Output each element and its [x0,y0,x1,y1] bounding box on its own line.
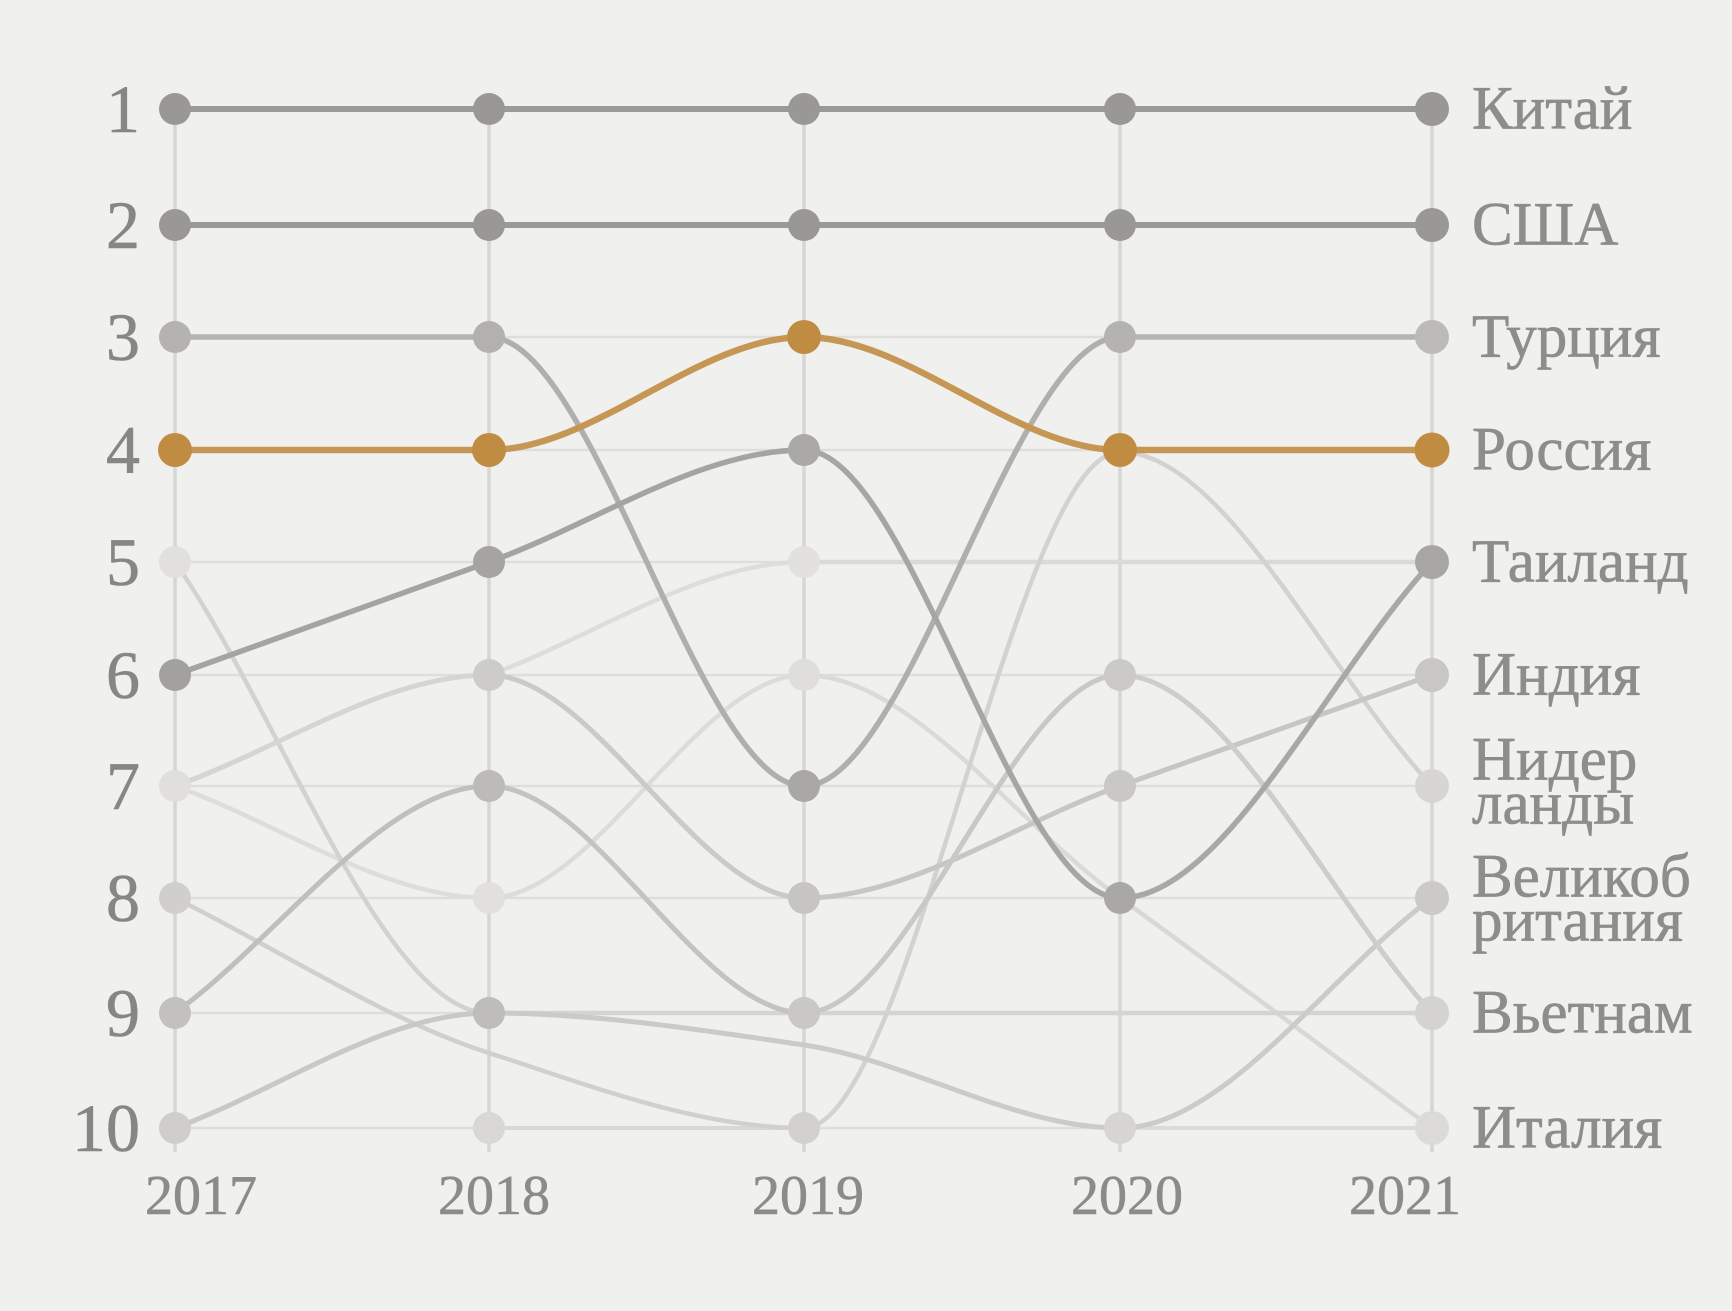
svg-text:Таиланд: Таиланд [1472,529,1689,596]
svg-text:10: 10 [72,1090,140,1166]
svg-text:Индия: Индия [1472,642,1640,709]
svg-text:Китай: Китай [1472,76,1632,143]
svg-text:Нидер: Нидер [1472,727,1637,794]
svg-text:9: 9 [106,975,140,1051]
svg-text:2020: 2020 [1071,1165,1183,1227]
svg-text:8: 8 [106,860,140,936]
svg-text:4: 4 [106,412,140,488]
svg-text:2019: 2019 [752,1165,864,1227]
svg-text:6: 6 [106,637,140,713]
svg-text:ланды: ланды [1472,771,1634,838]
svg-text:2021: 2021 [1349,1165,1461,1227]
svg-text:1: 1 [106,71,140,147]
svg-text:2: 2 [106,187,140,263]
svg-text:Россия: Россия [1472,417,1651,484]
svg-text:3: 3 [106,299,140,375]
svg-text:7: 7 [106,748,140,824]
svg-text:2018: 2018 [438,1165,550,1227]
svg-text:Великоб: Великоб [1472,844,1691,911]
svg-text:Италия: Италия [1472,1095,1662,1162]
svg-text:Турция: Турция [1472,304,1661,371]
svg-text:ритания: ритания [1472,888,1683,955]
svg-text:Вьетнам: Вьетнам [1472,980,1693,1047]
svg-text:2017: 2017 [145,1165,257,1227]
svg-text:США: США [1472,192,1618,259]
svg-text:5: 5 [106,524,140,600]
